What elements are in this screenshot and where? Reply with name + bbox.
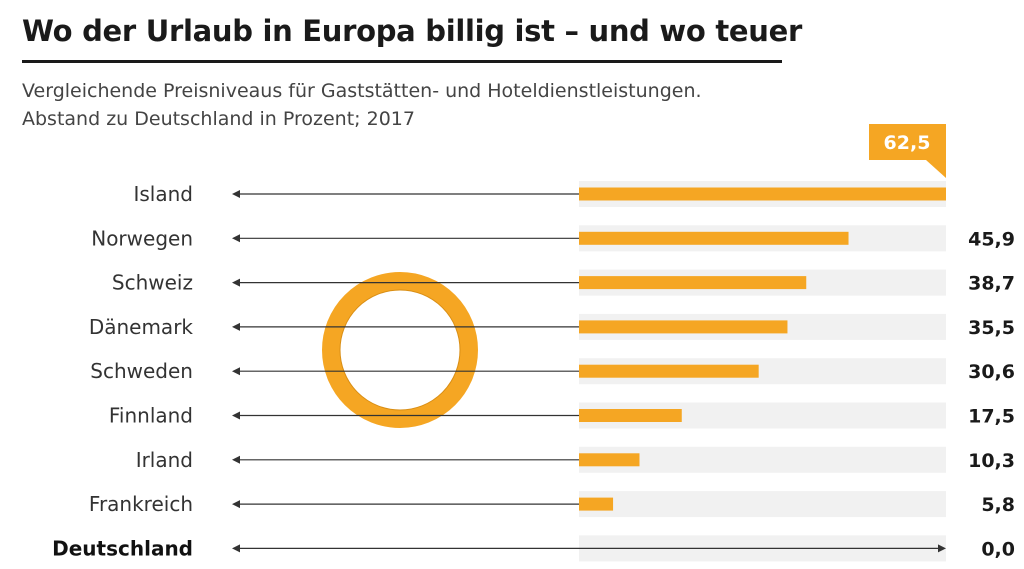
arrow-head-left-irland — [232, 455, 240, 464]
bar-dänemark — [579, 320, 788, 334]
chart-title: Wo der Urlaub in Europa billig ist – und… — [22, 14, 802, 48]
value-callout-pointer — [926, 160, 946, 178]
category-label-norwegen: Norwegen — [91, 226, 193, 250]
arrow-head-left-schweiz — [232, 278, 240, 287]
value-label-island: 62,5 — [884, 132, 931, 154]
value-label-schweiz: 38,7 — [968, 273, 1015, 295]
chart-subtitle-line-2: Abstand zu Deutschland in Prozent; 2017 — [22, 108, 415, 130]
category-label-irland: Irland — [136, 448, 193, 472]
category-label-deutschland: Deutschland — [52, 536, 193, 560]
value-label-dänemark: 35,5 — [968, 317, 1015, 339]
bar-finnland — [579, 409, 682, 422]
donut-ring — [322, 272, 478, 428]
category-label-schweden: Schweden — [90, 359, 193, 383]
value-label-deutschland: 0,0 — [981, 538, 1015, 560]
arrow-head-right-deutschland — [938, 544, 946, 553]
title-underline — [22, 60, 782, 63]
bar-schweden — [579, 364, 759, 378]
arrow-head-left-island — [232, 190, 240, 198]
donut-inner-edge — [339, 289, 461, 411]
chart-subtitle-line-1: Vergleichende Preisniveaus für Gaststätt… — [22, 80, 702, 102]
category-label-finnland: Finnland — [109, 404, 193, 428]
bar-frankreich — [579, 497, 614, 511]
value-label-norwegen: 45,9 — [968, 228, 1015, 250]
arrow-head-left-schweden — [232, 367, 240, 376]
value-label-irland: 10,3 — [968, 450, 1015, 472]
category-label-frankreich: Frankreich — [89, 492, 193, 516]
bar-norwegen — [579, 231, 849, 245]
arrow-head-left-dänemark — [232, 322, 240, 331]
bar-track-irland — [579, 446, 946, 473]
arrow-head-left-norwegen — [232, 234, 240, 243]
value-label-schweden: 30,6 — [968, 361, 1015, 383]
bar-irland — [579, 453, 640, 467]
category-label-island: Island — [133, 182, 193, 206]
category-label-schweiz: Schweiz — [112, 271, 193, 295]
value-label-frankreich: 5,8 — [981, 494, 1015, 516]
bar-schweiz — [579, 276, 807, 290]
arrow-head-left-frankreich — [232, 500, 240, 509]
arrow-head-left-deutschland — [232, 544, 240, 553]
bar-track-frankreich — [579, 491, 946, 518]
bar-island — [579, 187, 946, 201]
value-callout-box — [869, 124, 946, 160]
value-label-finnland: 17,5 — [968, 406, 1015, 428]
category-label-dänemark: Dänemark — [89, 315, 194, 339]
arrow-head-left-finnland — [232, 411, 240, 420]
